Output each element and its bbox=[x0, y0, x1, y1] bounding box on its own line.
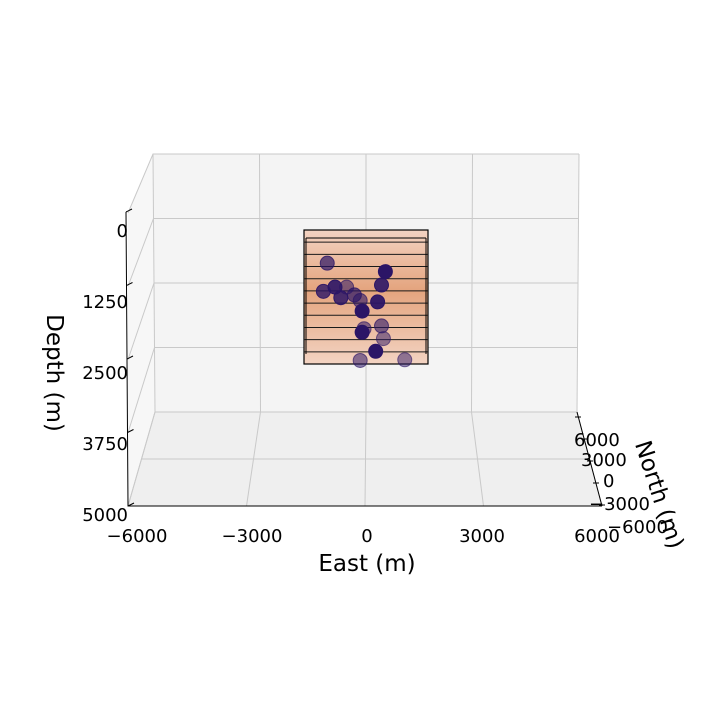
data-point bbox=[354, 324, 370, 340]
z-tick-mark bbox=[127, 502, 135, 507]
z-tick-mark bbox=[126, 355, 134, 360]
z-grid-line bbox=[127, 282, 578, 360]
x-tick-label: 6000 bbox=[574, 526, 620, 547]
z-grid-line bbox=[127, 347, 578, 433]
data-point bbox=[377, 264, 393, 280]
data-point bbox=[352, 352, 368, 368]
data-point bbox=[397, 352, 413, 368]
x-tick-label: 3000 bbox=[459, 526, 505, 547]
data-point bbox=[374, 277, 389, 293]
z-tick-label: 2500 bbox=[82, 363, 128, 384]
grid-lines bbox=[127, 153, 603, 507]
z-tick-label: 3750 bbox=[82, 434, 128, 455]
y-tick-label: 0 bbox=[603, 471, 614, 492]
x-axis-label: East (m) bbox=[318, 551, 415, 577]
z-tick-mark bbox=[125, 208, 133, 213]
left-pane bbox=[128, 154, 155, 506]
z-tick-label: 0 bbox=[117, 221, 128, 242]
data-point bbox=[375, 331, 391, 347]
z-tick-label: 1250 bbox=[82, 292, 128, 313]
z-axis-label: Depth (m) bbox=[41, 314, 67, 432]
z-tick-mark bbox=[126, 282, 133, 286]
z-grid-line bbox=[127, 218, 579, 287]
y-tick-label: 6000 bbox=[574, 430, 620, 451]
data-point bbox=[370, 294, 386, 310]
y-axis-line bbox=[576, 411, 603, 507]
data-point bbox=[374, 318, 389, 334]
data-point bbox=[319, 255, 335, 271]
data-point bbox=[368, 343, 384, 359]
x-tick-label: −3000 bbox=[222, 526, 283, 547]
data-point bbox=[354, 303, 370, 319]
x-tick-label: −6000 bbox=[107, 526, 168, 547]
data-point bbox=[333, 290, 349, 306]
z-grid-line bbox=[127, 411, 577, 507]
y-tick-label: −6000 bbox=[607, 517, 668, 538]
z-tick-labels: 0 1250 2500 3750 5000 bbox=[82, 221, 128, 526]
z-tick-label: 5000 bbox=[82, 505, 128, 526]
y-tick-label: 3000 bbox=[581, 450, 627, 471]
x-tick-labels: −6000 −3000 0 3000 6000 bbox=[107, 526, 620, 547]
hypocenter-points bbox=[315, 255, 413, 368]
data-point bbox=[315, 283, 331, 299]
y-tick-label: −3000 bbox=[589, 494, 650, 515]
axis-lines bbox=[125, 208, 605, 507]
z-tick-mark bbox=[127, 429, 134, 433]
z-grid-line bbox=[127, 153, 579, 214]
x-tick-label: 0 bbox=[361, 526, 372, 547]
